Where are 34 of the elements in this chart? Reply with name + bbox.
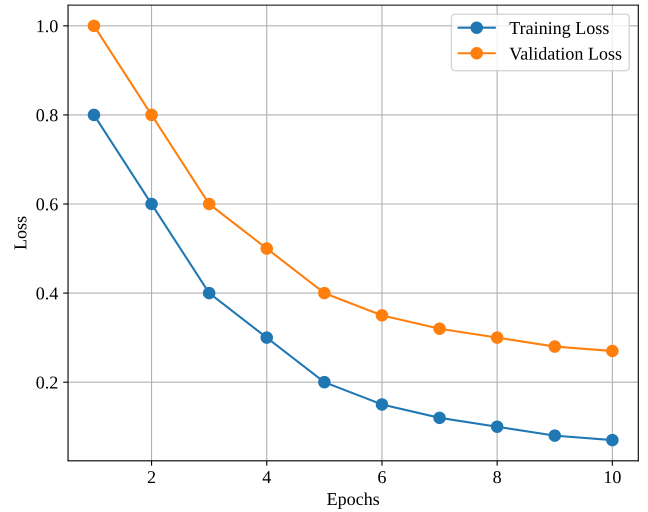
point [433,322,446,335]
point [202,286,216,300]
x-tick-label: 4 [262,471,271,484]
point [318,286,331,300]
point [260,242,274,255]
point [490,420,504,433]
x-tick-label: 6 [378,471,386,484]
point [548,340,562,353]
point [145,108,158,122]
point [490,331,504,344]
point [606,434,619,446]
legend-label: Validation Loss [509,47,622,60]
point [433,412,446,424]
point [318,376,331,388]
x-tick-label: 2 [148,471,156,484]
point [88,20,100,32]
point [145,198,158,210]
y-tick-label: 0.4 [36,287,58,300]
legend-label: Training Loss [510,22,609,38]
point [260,331,274,344]
point [88,108,100,122]
y-tick-label: 0.8 [36,109,58,122]
y-tick-label: 1.0 [37,20,58,32]
point [376,398,388,411]
point [376,309,388,322]
x-tick-label: 10 [604,471,621,484]
y-tick-label: 0.6 [36,198,58,211]
y-tick-label: 0.2 [36,376,58,389]
point [202,198,216,210]
x-tick-label: 8 [493,471,501,484]
point [606,344,619,358]
x-axis-title: Epochs [327,492,380,509]
y-axis-title: Loss [14,216,27,250]
point [548,429,562,442]
